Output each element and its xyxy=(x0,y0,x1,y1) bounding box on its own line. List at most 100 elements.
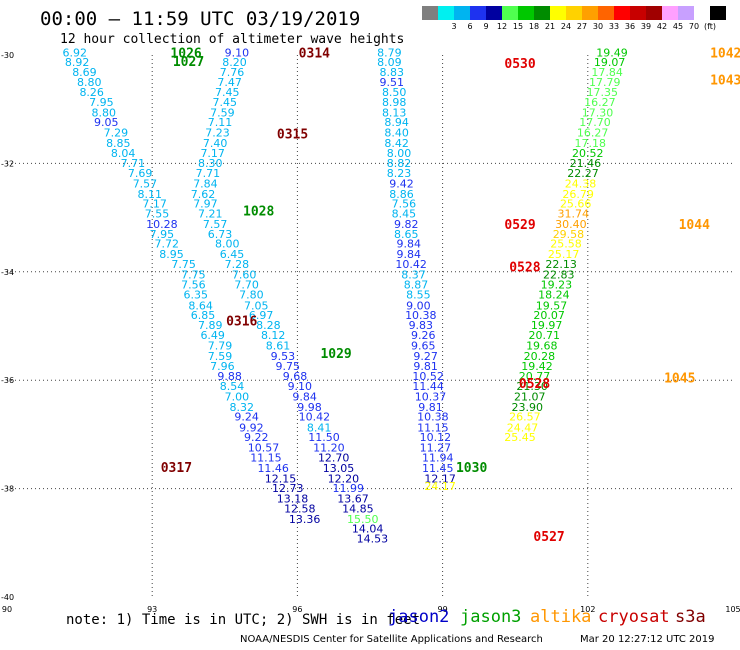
wave-height-label: 7.76 xyxy=(220,66,245,79)
color-scale-label: 9 xyxy=(483,22,489,31)
wave-height-label: 7.79 xyxy=(208,340,233,353)
wave-height-label: 19.68 xyxy=(526,340,558,353)
wave-height-label: 26.79 xyxy=(562,188,594,201)
wave-height-label: 6.49 xyxy=(200,329,225,342)
wave-height-label: 7.29 xyxy=(104,127,129,140)
wave-height-label: 13.36 xyxy=(289,513,321,526)
legend-jason2: jason2 xyxy=(388,607,450,627)
color-swatch xyxy=(486,6,502,20)
color-swatch xyxy=(662,6,678,20)
wave-height-label: 11.27 xyxy=(420,441,452,454)
color-scale-label: 33 xyxy=(608,22,620,31)
wave-height-label: 10.28 xyxy=(146,218,178,231)
wave-height-label: 7.80 xyxy=(239,289,264,302)
wave-height-label: 7.45 xyxy=(215,86,240,99)
wave-height-label: 7.71 xyxy=(196,167,221,180)
color-scale-label: 6 xyxy=(467,22,473,31)
wave-height-label: 21.07 xyxy=(514,390,546,403)
pass-time-label: 0314 xyxy=(299,46,330,61)
wave-height-label: 7.97 xyxy=(193,198,218,211)
wave-height-label: 8.55 xyxy=(406,289,431,302)
wave-height-label: 18.24 xyxy=(538,289,570,302)
wave-height-label: 9.65 xyxy=(411,340,436,353)
wave-height-label: 12.70 xyxy=(318,452,350,465)
wave-height-label: 7.72 xyxy=(154,238,179,251)
wave-height-label: 8.13 xyxy=(382,106,407,119)
wave-height-label: 11.44 xyxy=(412,380,444,393)
wave-height-label: 9.83 xyxy=(409,319,434,332)
wave-height-label: 19.97 xyxy=(531,319,563,332)
color-scale-label: 42 xyxy=(656,22,668,31)
wave-height-label: 6.45 xyxy=(220,248,245,261)
wave-height-label: 31.74 xyxy=(558,207,590,220)
wave-height-label: 26.57 xyxy=(509,411,541,424)
wave-height-label: 9.22 xyxy=(244,431,269,444)
wave-height-label: 8.69 xyxy=(72,66,97,79)
wave-height-label: 7.70 xyxy=(234,278,259,291)
color-swatch xyxy=(422,6,438,20)
wave-height-label: 9.68 xyxy=(283,370,308,383)
wave-height-label: 9.24 xyxy=(234,411,259,424)
wave-height-label: 9.84 xyxy=(292,390,317,403)
wave-height-label: 12.73 xyxy=(272,482,304,495)
wave-height-label: 11.50 xyxy=(308,431,340,444)
wave-height-label: 19.23 xyxy=(541,278,573,291)
color-scale-label: (ft) xyxy=(703,22,717,31)
pass-time-label: 1028 xyxy=(243,205,274,220)
wave-height-label: 8.54 xyxy=(220,380,245,393)
color-swatch xyxy=(566,6,582,20)
wave-height-label: 14.04 xyxy=(352,523,384,536)
color-swatch xyxy=(470,6,486,20)
wave-height-label: 8.42 xyxy=(384,137,409,150)
wave-height-label: 7.45 xyxy=(213,96,238,109)
color-swatch xyxy=(694,6,710,20)
wave-height-label: 8.92 xyxy=(65,56,90,69)
x-tick-label: 96 xyxy=(292,605,302,614)
wave-height-label: 8.61 xyxy=(266,340,291,353)
wave-height-label: 22.13 xyxy=(545,258,577,271)
wave-height-label: 7.71 xyxy=(121,157,146,170)
color-scale-label: 70 xyxy=(688,22,700,31)
generation-timestamp: Mar 20 12:27:12 UTC 2019 xyxy=(580,634,715,645)
wave-height-label: 25.58 xyxy=(550,238,582,251)
wave-height-label: 14.53 xyxy=(357,532,389,545)
y-tick-label: -34 xyxy=(1,268,14,277)
color-swatch xyxy=(614,6,630,20)
wave-height-label: 10.42 xyxy=(299,411,331,424)
color-swatch xyxy=(502,6,518,20)
y-tick-label: -38 xyxy=(1,485,14,494)
wave-height-label: 7.95 xyxy=(89,96,114,109)
wave-height-label: 7.57 xyxy=(203,218,228,231)
wave-height-label: 16.27 xyxy=(584,96,616,109)
wave-height-label: 14.85 xyxy=(342,503,374,516)
wave-height-label: 6.35 xyxy=(184,289,209,302)
wave-height-label: 8.94 xyxy=(384,116,409,129)
wave-height-label: 7.23 xyxy=(205,127,230,140)
wave-height-label: 8.28 xyxy=(256,319,281,332)
wave-height-label: 8.83 xyxy=(380,66,405,79)
pass-time-label: 1027 xyxy=(173,55,204,70)
wave-height-label: 17.84 xyxy=(591,66,623,79)
y-tick-label: -40 xyxy=(1,593,14,602)
wave-height-label: 25.66 xyxy=(560,198,592,211)
wave-height-label: 7.40 xyxy=(203,137,228,150)
wave-height-label: 11.15 xyxy=(417,421,449,434)
wave-height-label: 11.15 xyxy=(250,452,282,465)
wave-height-label: 19.42 xyxy=(521,360,553,373)
wave-height-label: 7.89 xyxy=(198,319,223,332)
wave-height-label: 8.37 xyxy=(401,269,426,282)
wave-height-label: 8.45 xyxy=(392,207,417,220)
color-swatch xyxy=(534,6,550,20)
color-scale-label: 12 xyxy=(496,22,508,31)
legend-altika: altika xyxy=(530,607,592,627)
wave-height-label: 10.52 xyxy=(412,370,444,383)
wave-height-label: 21.30 xyxy=(516,380,548,393)
wave-height-label: 19.49 xyxy=(596,46,628,59)
pass-time-label: 0315 xyxy=(277,128,308,143)
pass-time-label: 0317 xyxy=(161,461,192,476)
wave-height-label: 20.71 xyxy=(528,329,560,342)
color-scale-label: 24 xyxy=(560,22,572,31)
wave-height-label: 8.23 xyxy=(387,167,412,180)
pass-time-label: 0529 xyxy=(504,218,535,233)
color-swatch xyxy=(630,6,646,20)
